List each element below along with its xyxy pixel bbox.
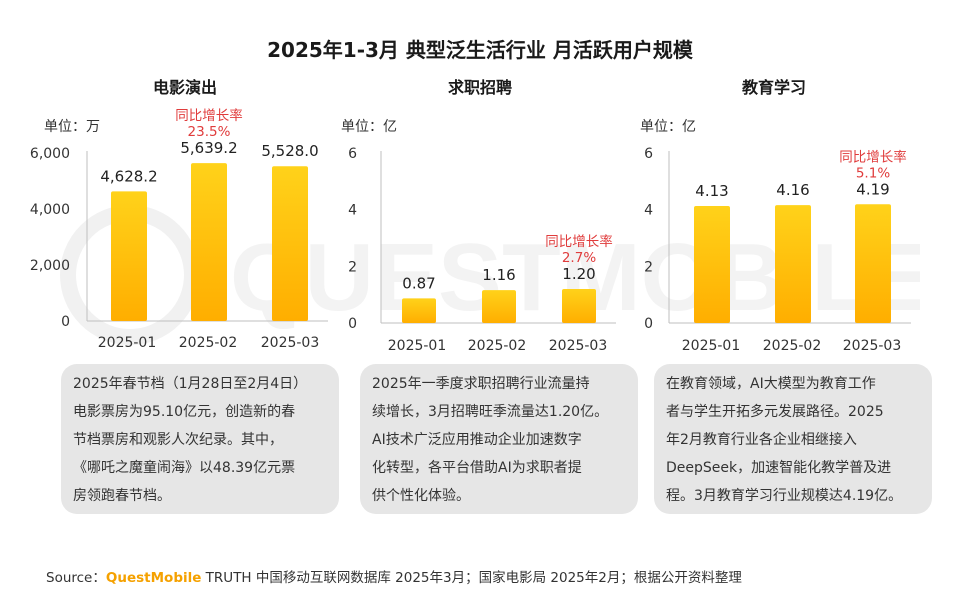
page-title: 2025年1-3月 典型泛生活行业 月活跃用户规模 [267,38,693,62]
y-tick-label: 4 [348,203,357,219]
x-tick-label: 2025-01 [98,335,157,351]
y-tick-label: 2 [348,259,357,275]
note-line: 房领跑春节档。 [73,488,171,504]
growth-rate-label: 同比增长率 [175,107,243,124]
note-box: 2025年一季度求职招聘行业流量持续增长，3月招聘旺季流量达1.20亿。 AI技术… [360,364,638,514]
note-line: 电影票房为95.10亿元，创造新的春 [73,404,296,420]
y-tick-label: 4,000 [30,202,70,218]
note-line: 节档票房和观影人次纪录。其中， [73,432,283,448]
bar-value-label: 4,628.2 [100,167,157,185]
bar-value-label: 5,528.0 [261,142,318,160]
source-prefix: Source： [46,570,106,586]
note-box: 在教育领域，AI大模型为教育工作 者与学生开拓多元发展路径。2025 年2月教育行业… [654,364,932,514]
bar [775,205,811,323]
bar-value-label: 1.16 [482,266,515,284]
chart-title: 电影演出 [153,78,217,97]
bar-value-label: 4.16 [776,181,809,199]
x-tick-label: 2025-01 [682,338,741,354]
y-tick-label: 6 [348,146,357,162]
note-line: 在教育领域，AI大模型为教育工作 [666,376,876,392]
note-line: 2025年春节档（1月28日至2月4日） [73,376,308,392]
x-tick-label: 2025-02 [763,338,822,354]
note-line: 续增长，3月招聘旺季流量达1.20亿。 [372,404,609,420]
bar-value-label: 5,639.2 [180,139,237,157]
x-tick-label: 2025-03 [549,338,608,354]
y-tick-label: 0 [61,314,70,330]
growth-rate-label: 同比增长率 [545,233,613,250]
y-tick-label: 6,000 [30,146,70,162]
growth-rate-value: 2.7% [562,250,596,266]
note-line: DeepSeek，加速智能化教学普及进 [666,460,892,476]
growth-rate-value: 5.1% [856,165,890,181]
y-tick-label: 4 [644,203,653,219]
bar-value-label: 0.87 [402,274,435,292]
chart-title: 求职招聘 [448,78,512,97]
unit-label: 单位：亿 [640,119,696,135]
source-rest: TRUTH 中国移动互联网数据库 2025年3月；国家电影局 2025年2月；根… [201,570,742,586]
growth-rate-label: 同比增长率 [839,148,907,165]
bar [694,205,730,323]
note-line: 2025年一季度求职招聘行业流量持 [372,376,590,392]
x-tick-label: 2025-02 [468,338,527,354]
chart-title: 教育学习 [742,78,806,97]
bar [272,166,308,321]
y-tick-label: 6 [644,146,653,162]
bar [855,204,891,323]
x-tick-label: 2025-02 [179,335,238,351]
note-line: 供个性化体验。 [372,488,470,504]
growth-rate-value: 23.5% [188,124,231,140]
bar [111,191,147,321]
y-tick-label: 2 [644,259,653,275]
note-line: 《哪吒之魔童闹海》以48.39亿元票 [73,460,296,476]
bar-value-label: 4.19 [856,180,889,198]
note-box: 2025年春节档（1月28日至2月4日） 电影票房为95.10亿元，创造新的春 节档… [61,364,339,514]
bar [562,289,596,323]
y-tick-label: 0 [348,316,357,332]
bar [402,298,436,323]
source-brand: QuestMobile [105,570,202,586]
y-tick-label: 2,000 [30,258,70,274]
x-tick-label: 2025-01 [388,338,447,354]
bar-value-label: 4.13 [695,182,728,200]
bar [191,163,227,321]
unit-label: 单位：万 [44,119,100,135]
note-line: 程。3月教育学习行业规模达4.19亿。 [666,488,903,504]
note-line: 化转型，各平台借助AI为求职者提 [372,460,582,476]
note-line: AI技术广泛应用推动企业加速数字 [372,432,582,448]
note-line: 年2月教育行业各企业相继接入 [666,432,857,448]
bar-value-label: 1.20 [562,265,595,283]
note-line: 者与学生开拓多元发展路径。2025 [666,404,884,420]
x-tick-label: 2025-03 [843,338,902,354]
bar [482,290,516,323]
y-tick-label: 0 [644,316,653,332]
unit-label: 单位：亿 [341,119,397,135]
source-line: Source：QuestMobile TRUTH 中国移动互联网数据库 2025… [46,566,742,586]
x-tick-label: 2025-03 [261,335,320,351]
